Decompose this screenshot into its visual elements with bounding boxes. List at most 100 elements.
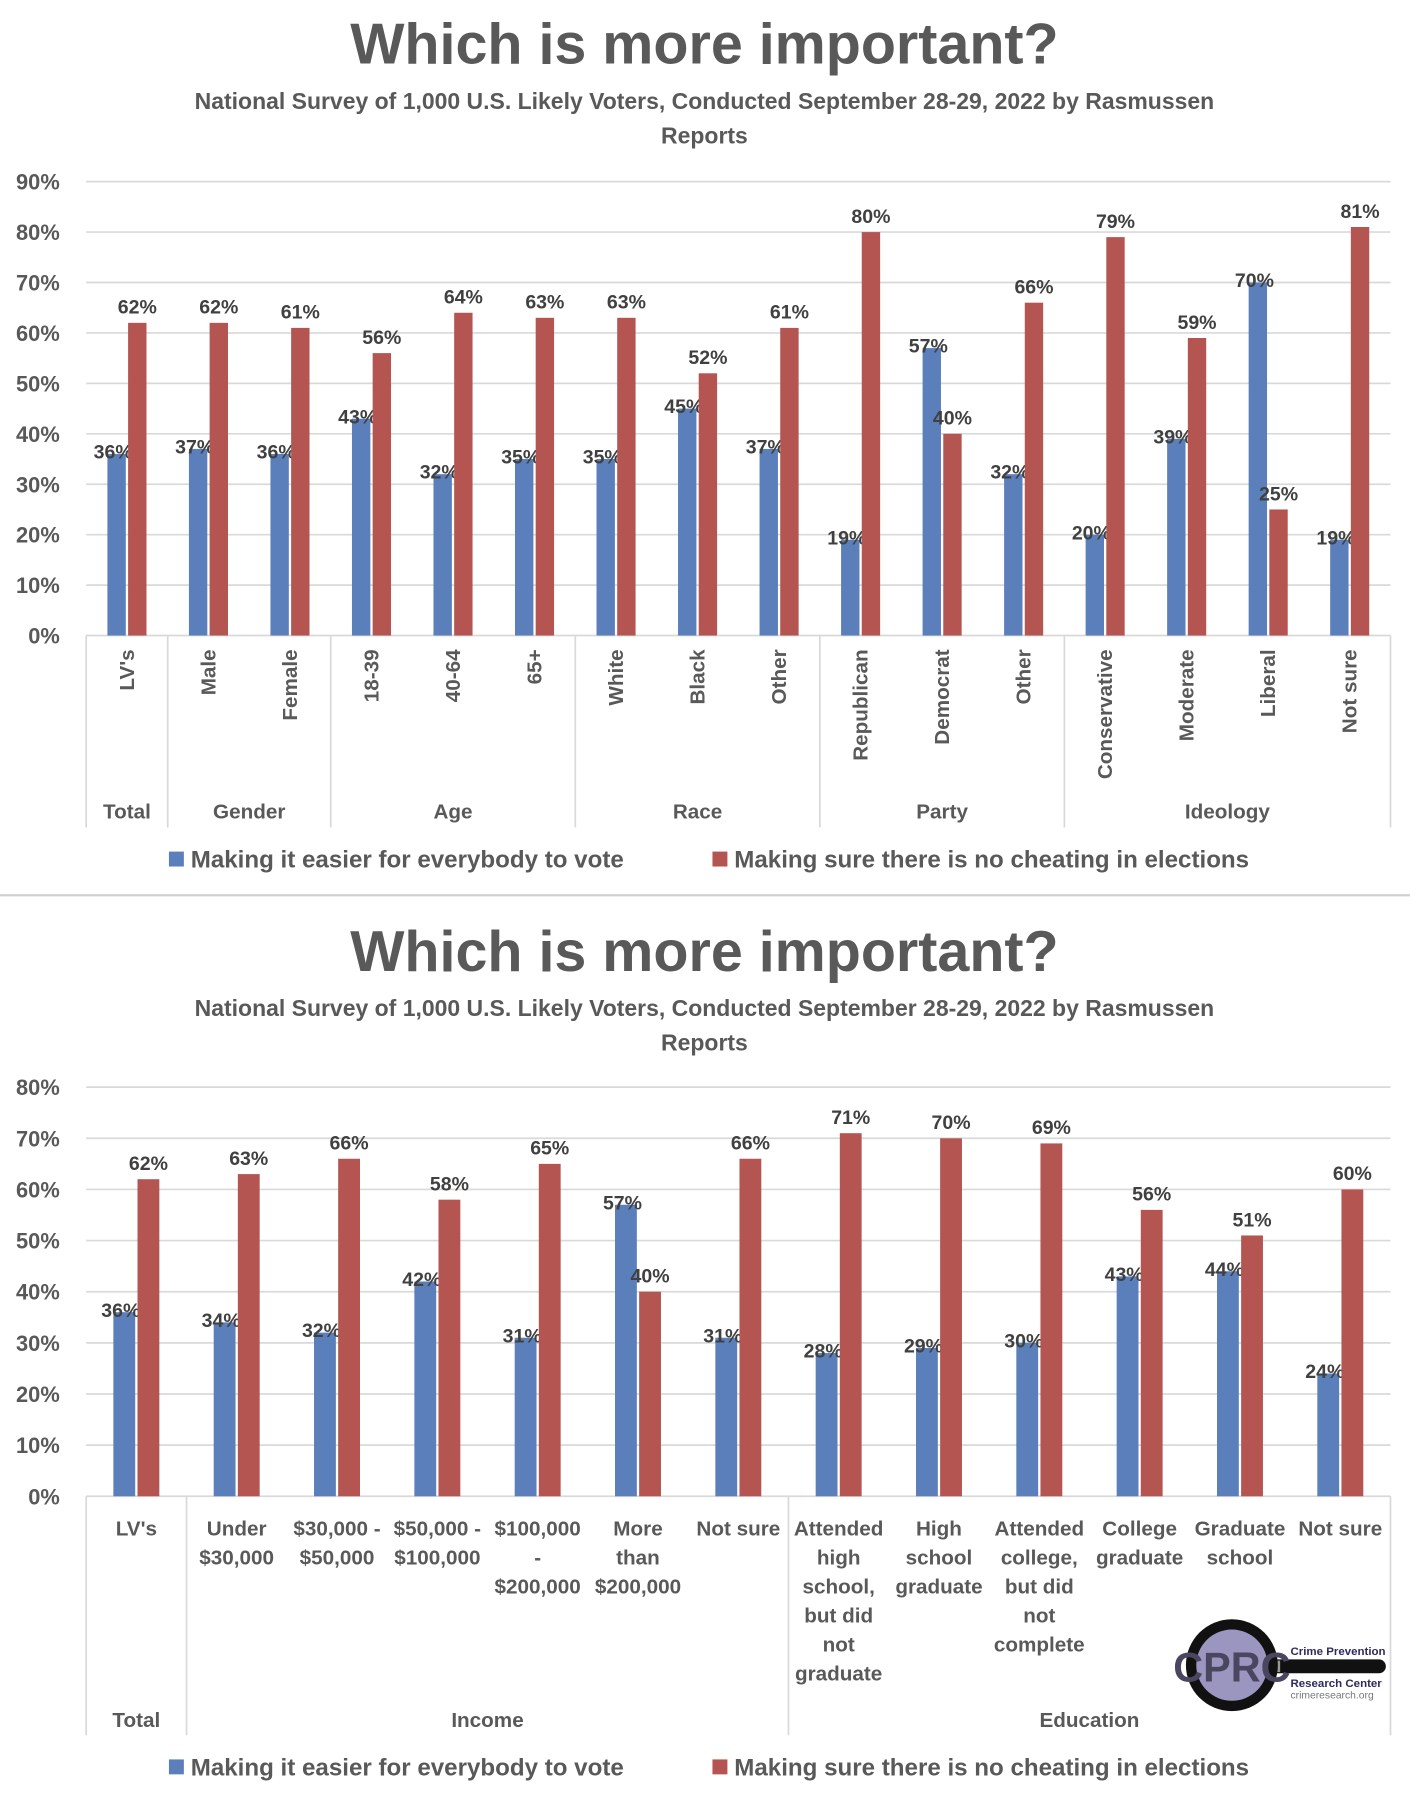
category-label: high — [817, 1546, 861, 1569]
category-label: graduate — [1096, 1546, 1183, 1569]
group-label: Age — [433, 800, 472, 823]
bar-no-cheating — [1187, 337, 1207, 636]
data-label: 31% — [503, 1325, 542, 1347]
data-label: 70% — [932, 1112, 971, 1134]
data-label: 40% — [631, 1266, 670, 1288]
data-label: 62% — [118, 297, 157, 319]
category-label: Republican — [849, 649, 872, 760]
category-label: complete — [994, 1634, 1085, 1657]
legend-label[interactable]: Making sure there is no cheating in elec… — [734, 1754, 1249, 1781]
bar-no-cheating — [1024, 302, 1044, 636]
bar-easier-vote — [414, 1281, 437, 1497]
bar-no-cheating — [209, 322, 228, 636]
category-label: graduate — [895, 1575, 982, 1598]
bar-no-cheating — [1269, 509, 1288, 636]
data-label: 43% — [338, 406, 377, 428]
category-label: graduate — [795, 1663, 882, 1686]
group-label: Education — [1040, 1709, 1140, 1732]
category-label: not — [1023, 1605, 1055, 1628]
bar-easier-vote — [113, 1312, 136, 1497]
y-tick-label: 90% — [16, 170, 60, 195]
legend-swatch[interactable] — [712, 851, 728, 867]
bar-easier-vote — [678, 408, 697, 636]
data-label: 57% — [909, 336, 948, 358]
bar-easier-vote — [188, 448, 208, 636]
chart-subtitle: Reports — [661, 123, 748, 149]
legend-swatch[interactable] — [168, 851, 184, 867]
bar-easier-vote — [1216, 1271, 1239, 1497]
y-tick-label: 60% — [16, 321, 60, 346]
category-label: Liberal — [1257, 649, 1280, 717]
bar-easier-vote — [596, 459, 615, 636]
cprc-logo: CPRC Crime Prevention Research Center cr… — [1173, 1619, 1386, 1712]
category-label: $100,000 — [394, 1546, 480, 1569]
data-label: 29% — [904, 1336, 943, 1358]
bar-no-cheating — [128, 322, 147, 636]
y-tick-label: 70% — [16, 1126, 60, 1151]
data-label: 61% — [770, 302, 809, 324]
category-label: than — [616, 1546, 660, 1569]
legend-swatch[interactable] — [712, 1759, 728, 1775]
bar-no-cheating — [698, 373, 718, 636]
bar-easier-vote — [1116, 1276, 1139, 1497]
category-label: College — [1102, 1517, 1177, 1540]
bar-easier-vote — [1085, 534, 1105, 636]
data-label: 30% — [1004, 1330, 1043, 1352]
category-label: 65+ — [523, 649, 546, 684]
category-label: school, — [802, 1575, 874, 1598]
bar-no-cheating — [739, 1158, 762, 1497]
data-label: 32% — [302, 1320, 341, 1342]
bar-easier-vote — [922, 348, 941, 636]
bar-no-cheating — [535, 317, 555, 636]
category-label: Not sure — [1298, 1517, 1382, 1540]
data-label: 20% — [1072, 522, 1111, 544]
chart-title: Which is more important? — [350, 12, 1058, 76]
category-label: Graduate — [1195, 1517, 1286, 1540]
group-label: Gender — [213, 800, 285, 823]
chart-subtitle: Reports — [661, 1029, 748, 1055]
y-tick-label: 30% — [16, 1331, 60, 1356]
category-label: Other — [768, 649, 791, 704]
category-label: - — [534, 1546, 541, 1569]
legend-swatch[interactable] — [168, 1759, 184, 1775]
legend-label[interactable]: Making it easier for everybody to vote — [191, 847, 624, 874]
category-label: LV's — [116, 1517, 157, 1540]
bar-no-cheating — [639, 1291, 661, 1497]
data-label: 44% — [1205, 1259, 1244, 1281]
legend-label[interactable]: Making sure there is no cheating in elec… — [734, 847, 1249, 874]
data-label: 31% — [703, 1325, 742, 1347]
category-label: school — [1207, 1546, 1274, 1569]
group-label: Income — [451, 1709, 523, 1732]
bar-no-cheating — [943, 433, 962, 636]
legend-label[interactable]: Making it easier for everybody to vote — [191, 1754, 624, 1781]
category-label: Attended — [794, 1517, 884, 1540]
bar-easier-vote — [1167, 438, 1186, 636]
category-label: Not sure — [696, 1517, 780, 1540]
bar-no-cheating — [454, 312, 473, 636]
logo-line1: Crime Prevention — [1290, 1646, 1385, 1658]
data-label: 37% — [746, 437, 785, 459]
bar-easier-vote — [615, 1204, 637, 1497]
data-label: 28% — [804, 1341, 843, 1363]
category-label: $30,000 - — [293, 1517, 380, 1540]
bar-easier-vote — [270, 453, 289, 636]
data-label: 62% — [129, 1153, 168, 1175]
data-label: 51% — [1233, 1209, 1272, 1231]
y-tick-label: 10% — [16, 573, 60, 598]
data-label: 64% — [444, 287, 483, 309]
y-tick-label: 0% — [28, 1484, 60, 1509]
data-label: 57% — [603, 1192, 642, 1214]
y-tick-label: 70% — [16, 271, 60, 296]
category-label: not — [823, 1634, 855, 1657]
data-label: 39% — [1153, 426, 1192, 448]
group-label: Party — [916, 800, 968, 823]
category-label: High — [916, 1517, 962, 1540]
chart-bottom: Which is more important? National Survey … — [16, 920, 1392, 1781]
bar-no-cheating — [1341, 1189, 1364, 1497]
data-label: 45% — [664, 396, 703, 418]
data-label: 69% — [1032, 1117, 1071, 1139]
data-label: 58% — [430, 1173, 469, 1195]
y-tick-label: 60% — [16, 1177, 60, 1202]
bar-no-cheating — [940, 1138, 962, 1497]
bar-easier-vote — [351, 418, 371, 636]
